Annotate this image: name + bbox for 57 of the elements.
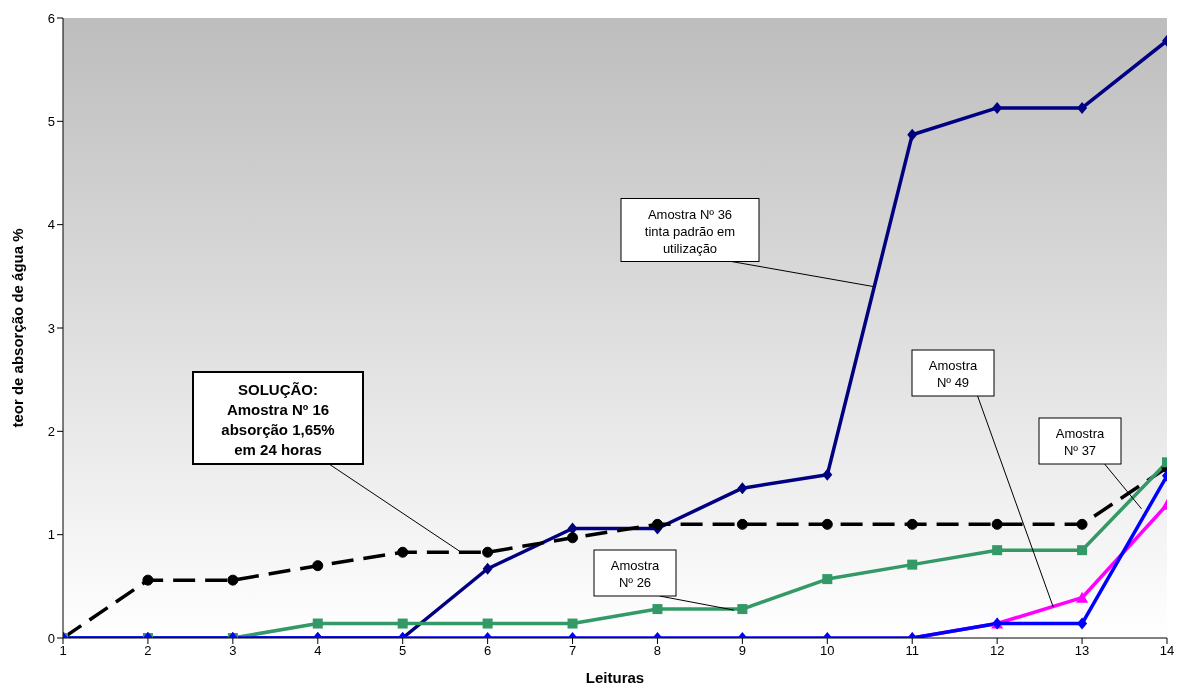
y-tick-label: 6 bbox=[47, 10, 55, 26]
point bbox=[482, 618, 493, 629]
point bbox=[1076, 591, 1089, 603]
x-tick-label: 8 bbox=[653, 643, 662, 659]
y-tick-label: 1 bbox=[47, 527, 55, 543]
point bbox=[142, 574, 154, 586]
point bbox=[991, 518, 1003, 530]
point bbox=[737, 604, 748, 615]
point bbox=[906, 518, 918, 530]
y-axis-title: teor de absorção de água % bbox=[9, 228, 27, 428]
x-tick-label: 14 bbox=[1159, 643, 1175, 659]
point bbox=[1077, 545, 1088, 556]
point bbox=[1077, 617, 1088, 630]
point bbox=[312, 618, 323, 629]
point bbox=[651, 518, 663, 530]
point bbox=[567, 618, 578, 629]
x-tick-label: 10 bbox=[820, 643, 835, 659]
point bbox=[1077, 101, 1088, 114]
x-tick-label: 6 bbox=[484, 643, 492, 659]
point bbox=[907, 559, 918, 570]
x-axis-title: Leituras bbox=[585, 669, 645, 686]
x-tick-label: 12 bbox=[989, 643, 1005, 659]
x-tick-label: 7 bbox=[568, 643, 577, 659]
point bbox=[482, 546, 494, 558]
point bbox=[736, 518, 748, 530]
point bbox=[822, 574, 833, 585]
x-tick-label: 11 bbox=[905, 643, 919, 659]
annotation: Amostra Nº 26 bbox=[610, 558, 660, 590]
point bbox=[227, 574, 239, 586]
y-tick-label: 4 bbox=[47, 217, 55, 233]
y-tick-label: 3 bbox=[47, 320, 55, 336]
annotation: SOLUÇÃO: Amostra Nº 16 absorção 1,65% em 24 horas bbox=[221, 381, 335, 458]
point bbox=[397, 618, 408, 629]
x-tick-label: 13 bbox=[1074, 643, 1090, 659]
x-tick-label: 2 bbox=[144, 643, 152, 659]
point bbox=[822, 468, 833, 481]
x-tick-label: 5 bbox=[399, 643, 407, 659]
x-tick-label: 4 bbox=[314, 643, 322, 659]
y-tick-label: 2 bbox=[47, 423, 55, 439]
point bbox=[907, 128, 918, 141]
y-tick-label: 0 bbox=[47, 630, 55, 646]
y-tick-label: 5 bbox=[47, 113, 55, 129]
x-tick-label: 9 bbox=[738, 643, 746, 659]
point bbox=[821, 518, 833, 530]
point bbox=[992, 545, 1003, 556]
annotation: Amostra Nº 49 bbox=[928, 358, 978, 390]
point bbox=[737, 482, 748, 495]
point bbox=[312, 560, 324, 572]
annotation: Amostra Nº 36 tinta padrão em utilização bbox=[644, 206, 736, 256]
annotation: Amostra Nº 37 bbox=[1055, 426, 1105, 458]
x-tick-label: 1 bbox=[59, 643, 67, 659]
point bbox=[482, 562, 493, 575]
point bbox=[1076, 518, 1088, 530]
point bbox=[567, 532, 579, 544]
point bbox=[397, 546, 409, 558]
x-tick-label: 3 bbox=[229, 643, 237, 659]
point bbox=[652, 604, 663, 615]
